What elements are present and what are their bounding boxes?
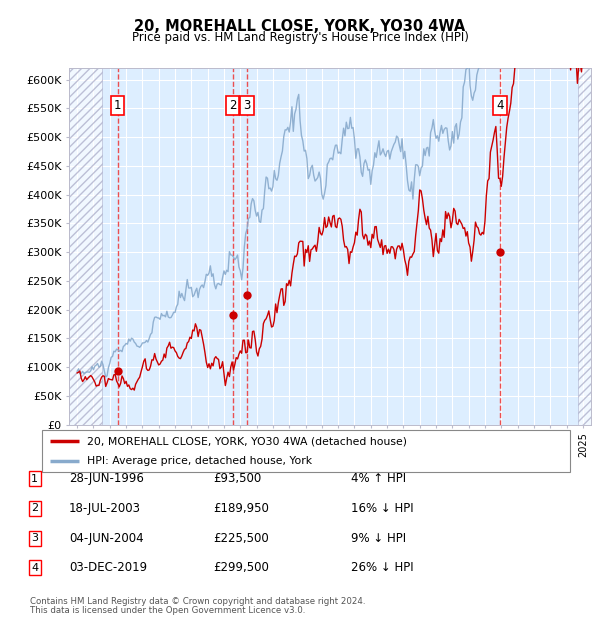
- Text: £93,500: £93,500: [213, 472, 261, 485]
- Text: 9% ↓ HPI: 9% ↓ HPI: [351, 532, 406, 544]
- Text: 04-JUN-2004: 04-JUN-2004: [69, 532, 143, 544]
- Text: 1: 1: [114, 99, 122, 112]
- Text: 16% ↓ HPI: 16% ↓ HPI: [351, 502, 413, 515]
- Text: 4: 4: [31, 563, 38, 573]
- Text: £225,500: £225,500: [213, 532, 269, 544]
- Text: 2: 2: [31, 503, 38, 513]
- Text: 3: 3: [244, 99, 251, 112]
- Text: £299,500: £299,500: [213, 562, 269, 574]
- Text: 4: 4: [496, 99, 504, 112]
- Text: 20, MOREHALL CLOSE, YORK, YO30 4WA: 20, MOREHALL CLOSE, YORK, YO30 4WA: [134, 19, 466, 33]
- Text: 20, MOREHALL CLOSE, YORK, YO30 4WA (detached house): 20, MOREHALL CLOSE, YORK, YO30 4WA (deta…: [87, 436, 407, 446]
- Bar: [69, 68, 101, 425]
- Text: 1: 1: [31, 474, 38, 484]
- Text: Price paid vs. HM Land Registry's House Price Index (HPI): Price paid vs. HM Land Registry's House …: [131, 31, 469, 44]
- Text: This data is licensed under the Open Government Licence v3.0.: This data is licensed under the Open Gov…: [30, 606, 305, 615]
- Text: 18-JUL-2003: 18-JUL-2003: [69, 502, 141, 515]
- Text: 26% ↓ HPI: 26% ↓ HPI: [351, 562, 413, 574]
- Text: Contains HM Land Registry data © Crown copyright and database right 2024.: Contains HM Land Registry data © Crown c…: [30, 597, 365, 606]
- Text: HPI: Average price, detached house, York: HPI: Average price, detached house, York: [87, 456, 312, 466]
- Text: 3: 3: [31, 533, 38, 543]
- Bar: [578, 68, 591, 425]
- Text: 03-DEC-2019: 03-DEC-2019: [69, 562, 147, 574]
- Text: £189,950: £189,950: [213, 502, 269, 515]
- Text: 28-JUN-1996: 28-JUN-1996: [69, 472, 144, 485]
- Text: 2: 2: [229, 99, 236, 112]
- Text: 4% ↑ HPI: 4% ↑ HPI: [351, 472, 406, 485]
